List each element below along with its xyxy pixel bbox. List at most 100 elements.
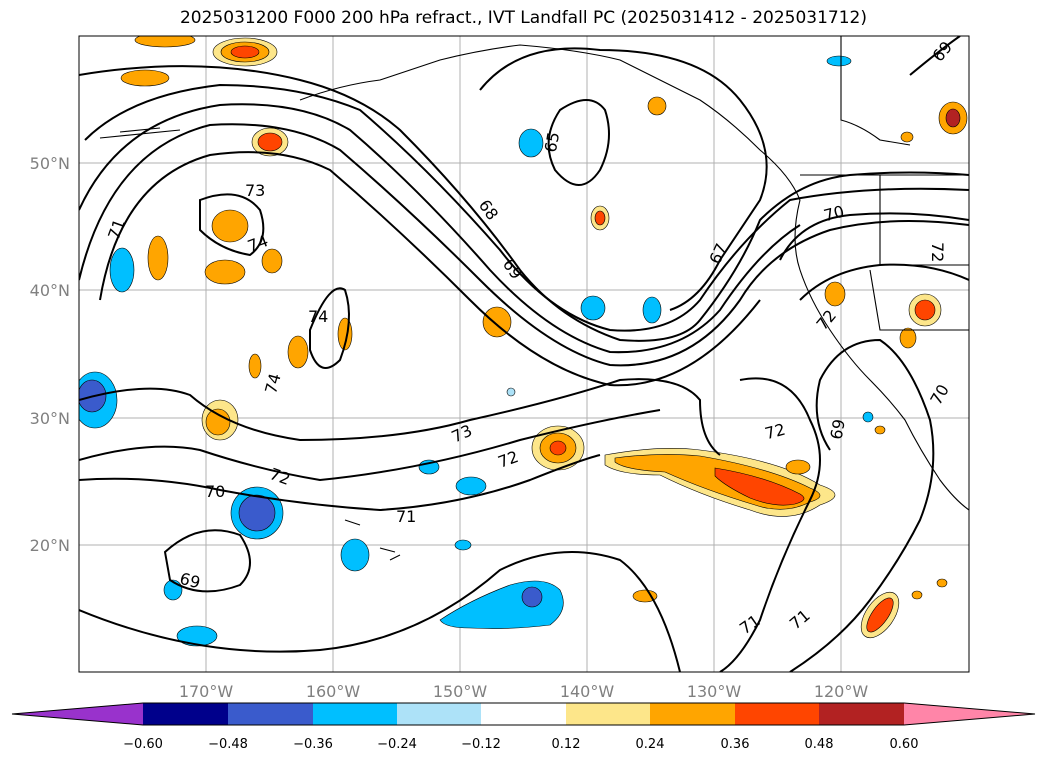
positive-blob bbox=[785, 459, 811, 475]
shaded-anomalies bbox=[79, 36, 968, 647]
longitude-labels: 170°W 160°W 150°W 140°W 130°W 120°W bbox=[179, 682, 869, 701]
coastlines bbox=[99, 36, 969, 561]
colorbar-tick-label: −0.24 bbox=[377, 737, 417, 752]
colorbar-segment bbox=[143, 703, 228, 725]
negative-blob bbox=[109, 247, 135, 293]
positive-blob bbox=[248, 353, 262, 379]
contour-line bbox=[479, 47, 768, 311]
coastline bbox=[794, 199, 969, 511]
negative-blob bbox=[518, 128, 544, 158]
lat-label-20: 20°N bbox=[30, 536, 70, 555]
colorbar-segment bbox=[397, 703, 481, 725]
colorbar-tick-label: −0.60 bbox=[123, 737, 163, 752]
contour-line bbox=[309, 287, 350, 369]
positive-blob bbox=[911, 590, 923, 600]
positive-blob bbox=[936, 578, 948, 588]
colorbar-outline bbox=[11, 702, 1036, 726]
contour-label: 70 bbox=[205, 482, 225, 501]
positive-blob bbox=[824, 281, 846, 307]
colorbar-segment bbox=[228, 703, 313, 725]
contour-line bbox=[79, 65, 969, 342]
negative-blob bbox=[506, 387, 516, 397]
negative-blob bbox=[862, 411, 874, 423]
colorbar-segment bbox=[650, 703, 735, 725]
colorbar-tick-label: 0.12 bbox=[552, 737, 581, 752]
positive-blob bbox=[899, 327, 917, 349]
negative-blob bbox=[454, 539, 472, 551]
colorbar-tick-label: 0.36 bbox=[721, 737, 750, 752]
lon-label-170: 170°W bbox=[179, 682, 234, 701]
negative-blob bbox=[340, 538, 370, 572]
contour-label: 65 bbox=[541, 130, 563, 153]
positive-blob bbox=[204, 259, 246, 285]
refractivity-contours bbox=[79, 36, 969, 672]
contour-line bbox=[79, 103, 801, 354]
colorbar-ticks: −0.60 −0.48 −0.36 −0.24 −0.12 0.12 0.24 … bbox=[123, 737, 918, 752]
colorbar-tick-label: 0.24 bbox=[636, 737, 665, 752]
negative-blob bbox=[455, 476, 487, 496]
map-area: 73 71 74 74 74 73 72 72 70 71 69 65 68 6… bbox=[79, 36, 969, 672]
positive-blob bbox=[549, 440, 567, 456]
lon-label-150: 150°W bbox=[433, 682, 488, 701]
contour-line bbox=[779, 212, 969, 261]
negative-blob bbox=[826, 55, 852, 67]
negative-blob bbox=[176, 625, 218, 647]
colorbar-tick-label: 0.60 bbox=[890, 737, 919, 752]
lon-label-140: 140°W bbox=[560, 682, 615, 701]
contour-line bbox=[719, 377, 821, 672]
positive-blob bbox=[261, 248, 283, 274]
contour-line bbox=[79, 123, 969, 367]
colorbar-segment bbox=[566, 703, 650, 725]
positive-blob bbox=[120, 69, 170, 87]
contour-label: 74 bbox=[308, 307, 328, 326]
colorbar bbox=[11, 702, 1036, 726]
border bbox=[800, 36, 969, 331]
contour-line bbox=[79, 378, 721, 456]
positive-blob bbox=[147, 235, 169, 281]
coastline bbox=[344, 519, 401, 561]
contour-label: 71 bbox=[396, 507, 416, 526]
negative-blob bbox=[238, 494, 276, 532]
positive-blob bbox=[945, 108, 961, 128]
positive-blob bbox=[914, 299, 936, 321]
colorbar-segment bbox=[12, 703, 143, 725]
contour-label: 72 bbox=[763, 420, 788, 444]
colorbar-segment bbox=[819, 703, 904, 725]
colorbar-tick-label: −0.36 bbox=[293, 737, 333, 752]
contour-label: 72 bbox=[928, 242, 947, 262]
contour-line bbox=[84, 83, 969, 332]
positive-blob bbox=[900, 131, 914, 143]
contour-line bbox=[79, 409, 661, 482]
colorbar-segment bbox=[313, 703, 397, 725]
positive-blob bbox=[632, 589, 658, 603]
negative-blob bbox=[580, 295, 606, 321]
positive-blob bbox=[205, 408, 231, 436]
positive-blob bbox=[647, 96, 667, 116]
colorbar-segment bbox=[481, 703, 566, 725]
colorbar-tick-label: 0.48 bbox=[805, 737, 834, 752]
positive-blob bbox=[866, 597, 894, 633]
negative-blob bbox=[521, 586, 543, 608]
contour-label: 73 bbox=[245, 181, 265, 200]
positive-blob bbox=[211, 209, 249, 243]
contour-line bbox=[99, 151, 761, 387]
positive-blob bbox=[714, 467, 805, 506]
negative-blob bbox=[642, 296, 662, 324]
contour-line bbox=[199, 193, 265, 257]
gridlines bbox=[79, 36, 969, 672]
colorbar-segment bbox=[904, 703, 1035, 725]
contour-label: 69 bbox=[178, 569, 203, 593]
contour-line bbox=[789, 338, 935, 672]
positive-blob bbox=[874, 425, 886, 435]
lon-label-130: 130°W bbox=[687, 682, 742, 701]
contour-line bbox=[547, 99, 610, 186]
positive-blob bbox=[287, 335, 309, 369]
colorbar-segment bbox=[735, 703, 819, 725]
lat-label-30: 30°N bbox=[30, 409, 70, 428]
coastline bbox=[99, 127, 181, 139]
positive-blob bbox=[257, 132, 283, 152]
contour-line bbox=[163, 529, 251, 593]
map-title: 2025031200 F000 200 hPa refract., IVT La… bbox=[179, 8, 867, 28]
lat-label-40: 40°N bbox=[30, 281, 70, 300]
